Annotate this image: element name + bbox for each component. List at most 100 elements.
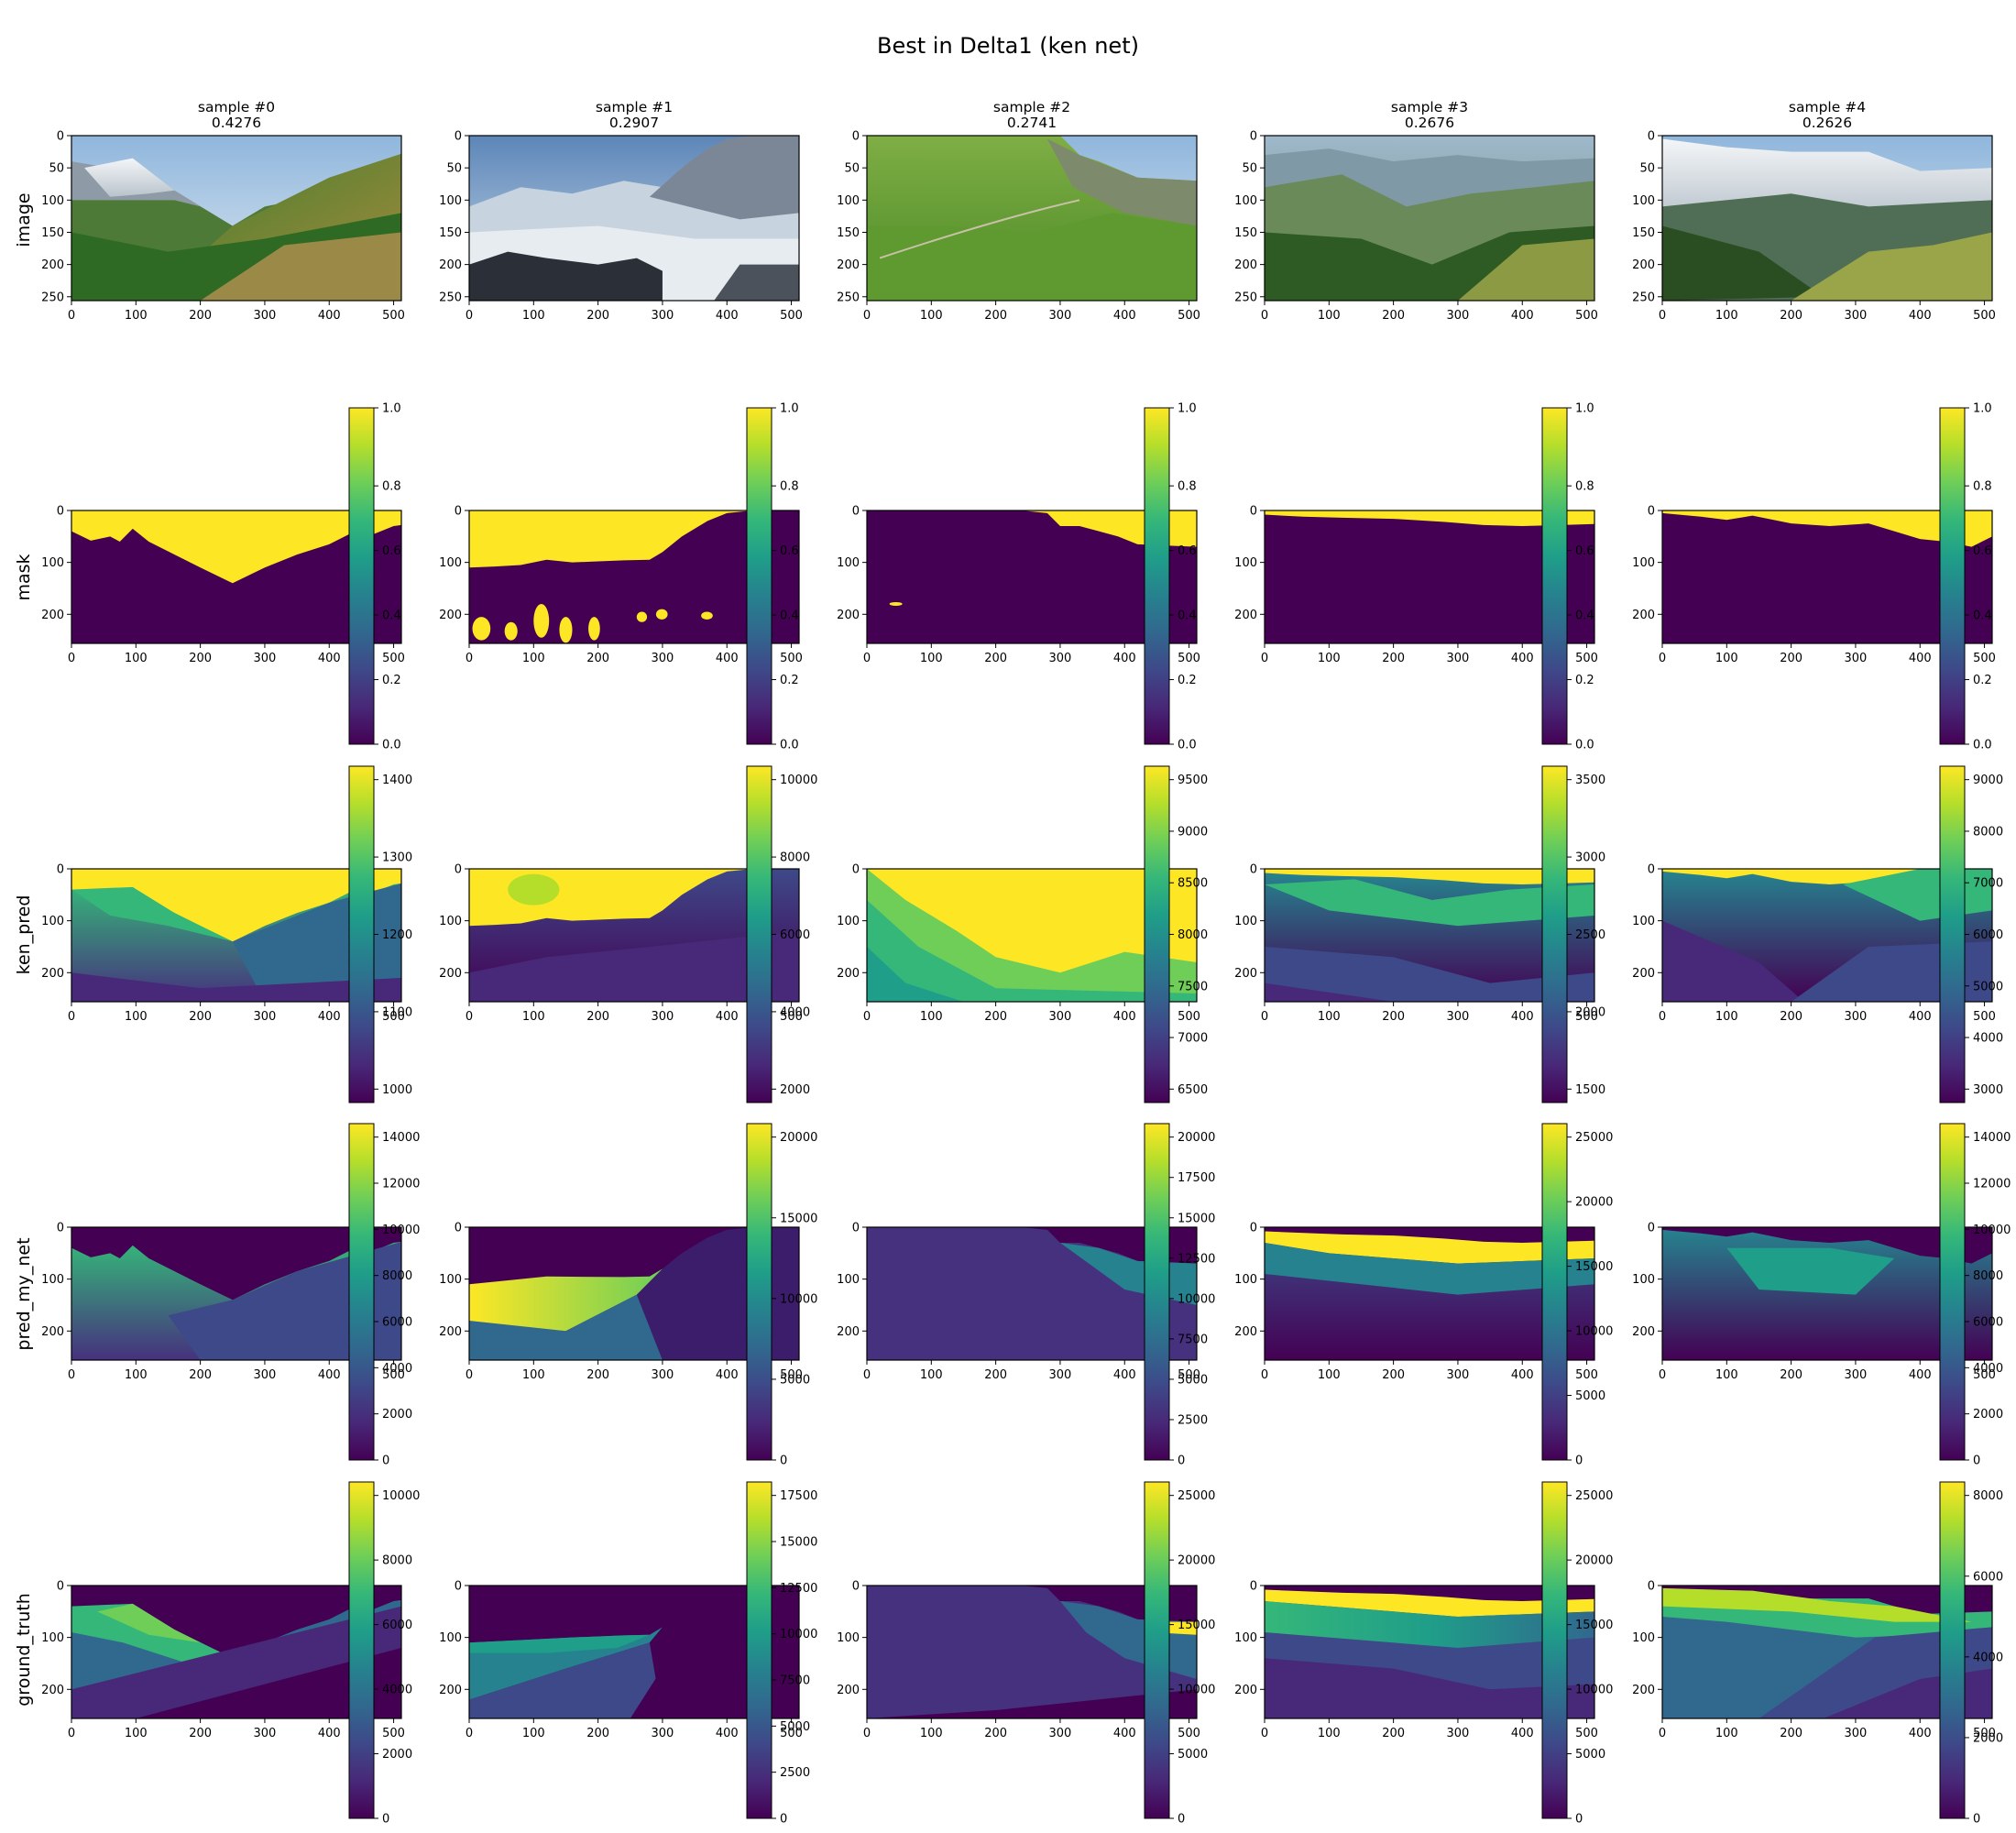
colorbar [1144,1481,1170,1819]
x-tick-label: 0 [863,309,871,323]
depth-region [71,886,233,942]
colorbar-tick-label: 0.6 [1575,544,1594,558]
panel-ken-pred-sample-0: 0 100 200 300 400 500 0 100 200 1000 1100 1200 1300 1… [41,765,412,1103]
heatmap-image [1265,510,1594,643]
x-tick-label: 200 [984,1368,1007,1382]
panel-image-sample-4: 0 100 200 300 400 500 0 50 100 150 200 250 [1632,130,1996,324]
y-tick-label: 0 [1648,1580,1655,1594]
figure-title: Best in Delta1 (ken net) [877,33,1139,59]
mask-blob [701,611,713,620]
panel-mask-sample-2: 0 100 200 300 400 500 0 100 200 0.0 0.2 0.4 0.6 0.8 1.… [837,402,1200,752]
heatmap-image [469,510,799,643]
column-title-sample-4: sample #40.2626 [1789,99,1866,131]
colorbar-tick-label: 8000 [780,851,810,865]
depth-region [867,899,1197,1002]
x-tick-label: 300 [1049,652,1072,665]
panel-pred-my-net-sample-1: 0 100 200 300 400 500010020005000100001500020… [439,1123,817,1468]
y-tick-label: 0 [57,505,64,519]
colorbar-tick-label: 1000 [382,1083,412,1097]
y-tick-label: 100 [41,915,64,928]
y-tick-label: 100 [837,1631,860,1645]
colorbar [348,1123,375,1461]
x-tick-label: 300 [1845,1010,1868,1024]
colorbar-tick-label: 0.2 [1575,674,1594,687]
x-tick-label: 400 [1113,309,1136,323]
y-tick-label: 0 [852,863,860,877]
photo-image [469,136,799,301]
mask-blob [636,611,648,622]
x-tick-label: 300 [1447,652,1470,665]
colorbar-tick-label: 4000 [780,1005,810,1019]
colorbar-tick-label: 12000 [382,1178,420,1191]
x-tick-label: 300 [254,1727,277,1740]
panel-pred-my-net-sample-2: 0 100 200 300 400 500010020002500500075001000… [837,1123,1215,1468]
x-tick-label: 200 [586,1368,609,1382]
x-tick-label: 100 [1715,652,1738,665]
colorbar-tick-label: 20000 [780,1131,817,1145]
panel-image-sample-1: 0 100 200 300 400 500 0 50 100 150 200 250 [439,130,803,324]
y-tick-label: 0 [1648,505,1655,519]
depth-region [71,972,401,1002]
x-tick-label: 400 [716,652,739,665]
colorbar-tick-label: 5000 [1575,1748,1605,1762]
colorbar-tick-label: 1.0 [1973,402,1992,416]
x-tick-label: 500 [1575,1010,1598,1024]
x-tick-label: 400 [1113,1010,1136,1024]
x-tick-label: 300 [1845,309,1868,323]
heatmap-image [867,869,1197,1002]
x-tick-label: 400 [1511,1010,1534,1024]
y-tick-label: 0 [57,1580,64,1594]
y-tick-label: 100 [837,194,860,208]
colorbar [1541,765,1568,1103]
photo-road [879,199,1080,259]
photo-region [714,264,799,301]
axes-frame [71,510,402,644]
x-tick-label: 500 [1178,1010,1200,1024]
x-tick-label: 300 [652,652,674,665]
x-tick-label: 0 [1659,1010,1666,1024]
x-tick-label: 100 [125,1010,148,1024]
x-tick-label: 400 [716,1368,739,1382]
x-tick-label: 100 [125,1727,148,1740]
x-tick-label: 400 [1909,1010,1932,1024]
x-tick-label: 500 [382,1368,405,1382]
y-tick-label: 200 [837,1325,860,1339]
colorbar-tick-label: 0.0 [1575,739,1594,752]
axes-frame [468,1226,800,1361]
y-tick-label: 100 [1632,556,1655,570]
colorbar-tick-label: 0 [780,1454,787,1468]
photo-region [1791,232,1992,301]
x-tick-label: 200 [189,309,212,323]
y-tick-label: 200 [1234,967,1257,981]
x-tick-label: 0 [466,1727,473,1740]
panel-ground-truth-sample-2: 0 100 200 300 400 500010020005000100001500020… [837,1481,1215,1827]
y-tick-label: 200 [1632,609,1655,622]
colorbar [1541,407,1568,745]
x-tick-label: 300 [1845,652,1868,665]
axes-frame [866,1585,1198,1719]
y-tick-label: 0 [1648,1222,1655,1235]
panel-image-sample-2: 0 100 200 300 400 500 0 50 100 150 200 250 [837,130,1200,324]
x-tick-label: 500 [382,309,405,323]
mask-blob [504,621,518,641]
x-tick-label: 0 [1261,1010,1268,1024]
colorbar-tick-label: 10000 [1973,1224,2011,1237]
x-tick-label: 0 [68,309,75,323]
y-tick-label: 0 [852,505,860,519]
colorbar [746,765,772,1103]
row-label-pred-my-net: pred_my_net [14,1237,34,1350]
x-tick-label: 500 [1178,1368,1200,1382]
depth-region [1265,879,1594,927]
photo-region [649,136,799,220]
colorbar-tick-label: 9500 [1178,774,1208,787]
colorbar-tick-label: 15000 [1575,1260,1613,1274]
x-tick-label: 0 [1659,1368,1666,1382]
mask-sky-region [469,510,799,568]
x-tick-label: 200 [1780,652,1802,665]
colorbar [1939,765,1966,1103]
y-tick-label: 0 [852,1222,860,1235]
y-tick-label: 100 [1632,1631,1655,1645]
y-tick-label: 100 [41,1631,64,1645]
x-tick-label: 300 [254,652,277,665]
y-tick-label: 0 [57,863,64,877]
